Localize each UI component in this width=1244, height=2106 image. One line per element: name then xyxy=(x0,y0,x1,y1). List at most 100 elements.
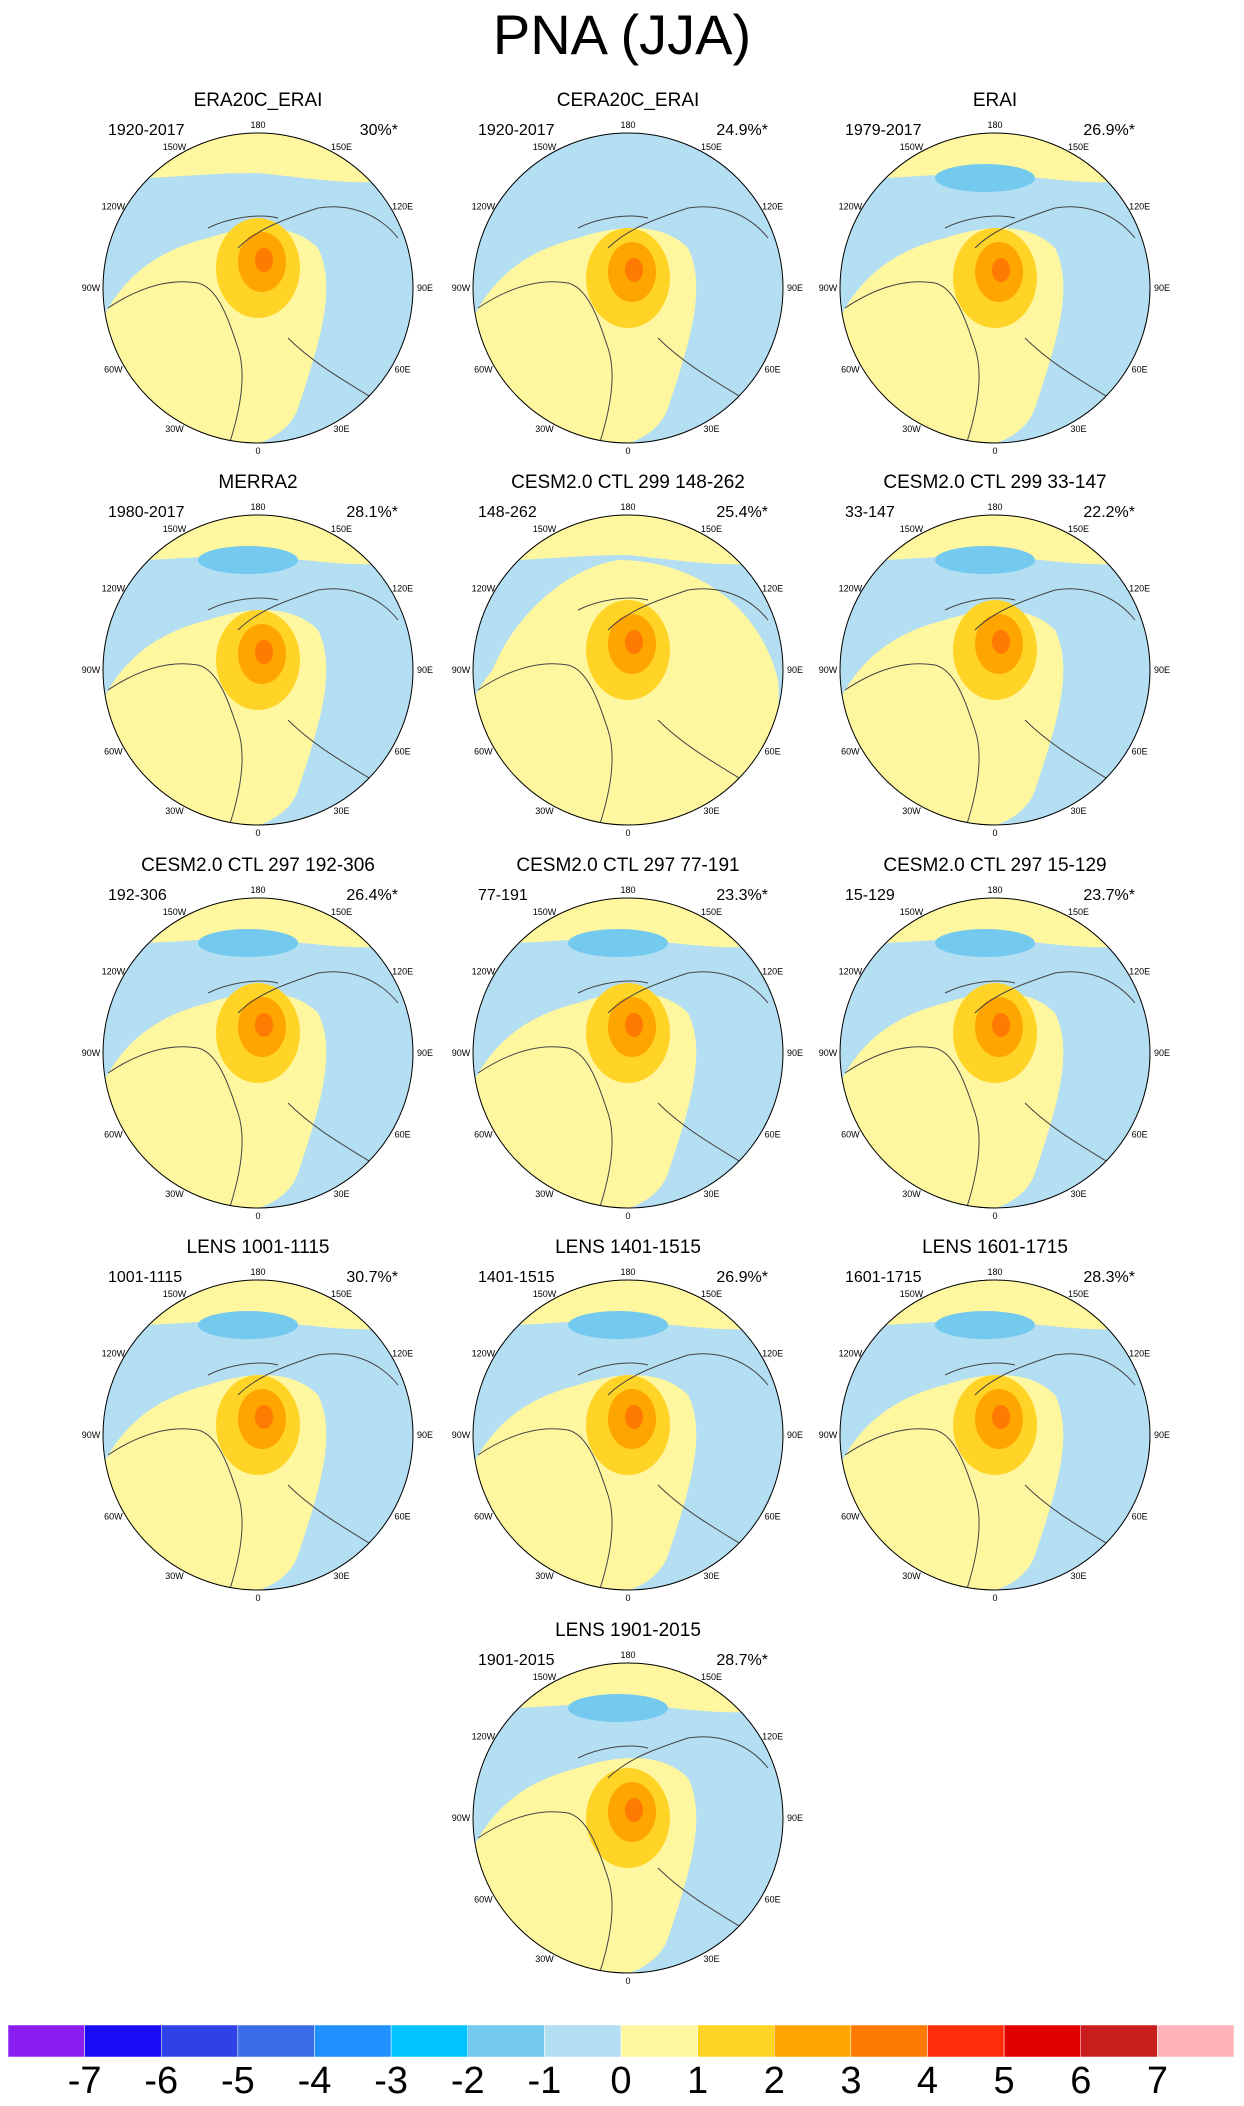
coastline xyxy=(237,206,399,249)
longitude-label: 30W xyxy=(902,806,921,816)
longitude-label: 0 xyxy=(625,1593,630,1603)
longitude-label: 90E xyxy=(417,1048,433,1058)
coastline xyxy=(844,1428,980,1590)
longitude-label: 150E xyxy=(701,1289,722,1299)
longitude-label: 120E xyxy=(762,967,783,977)
longitude-label: 60W xyxy=(474,747,493,757)
longitude-label: 0 xyxy=(625,446,630,456)
panel-period: 15-129 xyxy=(845,887,895,904)
longitude-label: 30E xyxy=(333,1189,349,1199)
longitude-label: 30E xyxy=(333,424,349,434)
panel-period: 33-147 xyxy=(845,504,895,521)
coastline xyxy=(577,1362,649,1376)
negative-anomaly-core xyxy=(198,546,298,574)
longitude-label: 120W xyxy=(102,967,126,977)
longitude-label: 150W xyxy=(163,1289,187,1299)
coastline xyxy=(107,1428,243,1590)
longitude-label: 0 xyxy=(255,828,260,838)
longitude-label: 150E xyxy=(1068,907,1089,917)
coastline xyxy=(107,663,243,825)
polar-map: 180 150E 120E 90E 60E 30E 0 30W 60W 90W 120W 150W xyxy=(452,502,803,838)
longitude-label: 90E xyxy=(417,1430,433,1440)
panel-period: 1920-2017 xyxy=(108,122,185,139)
longitude-label: 150E xyxy=(701,524,722,534)
panel-variance: 26.9%* xyxy=(716,1269,768,1286)
colorbar-tick-label: -7 xyxy=(67,2060,102,2102)
longitude-label: 30W xyxy=(902,1571,921,1581)
panel-title: ERAI xyxy=(972,90,1018,111)
longitude-label: 60W xyxy=(841,1512,860,1522)
negative-anomaly-core xyxy=(568,1311,668,1339)
panel-period: 192-306 xyxy=(108,887,167,904)
longitude-label: 120W xyxy=(839,584,863,594)
longitude-label: 180 xyxy=(620,1267,635,1277)
polar-map: 180 150E 120E 90E 60E 30E 0 30W 60W 90W 120W 150W xyxy=(82,120,433,456)
positive-anomaly-level4 xyxy=(992,1405,1010,1429)
longitude-label: 150E xyxy=(1068,524,1089,534)
map-border xyxy=(472,1662,784,1974)
longitude-label: 180 xyxy=(620,1650,635,1660)
longitude-label: 90W xyxy=(82,1430,101,1440)
longitude-label: 180 xyxy=(987,502,1002,512)
longitude-label: 150E xyxy=(331,142,352,152)
longitude-label: 150E xyxy=(701,1672,722,1682)
map-border xyxy=(472,897,784,1209)
longitude-label: 60W xyxy=(104,1512,123,1522)
panel-variance: 28.3%* xyxy=(1083,1269,1135,1286)
coastline xyxy=(107,281,243,443)
longitude-label: 90E xyxy=(1154,665,1170,675)
positive-anomaly-level4 xyxy=(255,1405,273,1429)
longitude-label: 30E xyxy=(333,806,349,816)
panel-variance: 26.4%* xyxy=(346,887,398,904)
longitude-label: 0 xyxy=(992,446,997,456)
longitude-label: 150W xyxy=(533,907,557,917)
coastline xyxy=(607,1353,769,1396)
map-border xyxy=(472,514,784,826)
longitude-label: 180 xyxy=(620,120,635,130)
longitude-label: 60W xyxy=(474,1895,493,1905)
longitude-label: 150W xyxy=(163,524,187,534)
longitude-label: 0 xyxy=(625,1976,630,1986)
panel-variance: 26.9%* xyxy=(1083,122,1135,139)
panel-period: 1001-1115 xyxy=(108,1269,183,1286)
polar-map: 180 150E 120E 90E 60E 30E 0 30W 60W 90W 120W 150W xyxy=(452,120,803,456)
map-panel: CESM2.0 CTL 299 148-262 148-262 25.4%* 180 1… xyxy=(452,472,803,852)
longitude-label: 150E xyxy=(701,142,722,152)
longitude-label: 60E xyxy=(395,365,411,375)
panel-title: ERA20C_ERAI xyxy=(193,90,323,111)
longitude-label: 0 xyxy=(625,828,630,838)
colorbar xyxy=(8,2025,1234,2057)
coastline xyxy=(974,1353,1136,1396)
coastline xyxy=(577,1745,649,1759)
colorbar-tick-label: 3 xyxy=(840,2060,862,2102)
longitude-label: 30W xyxy=(902,424,921,434)
coastline xyxy=(477,281,613,443)
coastline xyxy=(237,1353,399,1396)
coastline xyxy=(844,663,980,825)
positive-anomaly-level4 xyxy=(625,258,643,282)
negative-anomaly-core xyxy=(198,929,298,957)
colorbar-tick-label: -4 xyxy=(297,2060,332,2102)
polar-map: 180 150E 120E 90E 60E 30E 0 30W 60W 90W 120W 150W xyxy=(819,502,1170,838)
coastline xyxy=(974,971,1136,1014)
map-panel: CESM2.0 CTL 299 33-147 33-147 22.2%* 180 150… xyxy=(819,472,1170,852)
longitude-label: 150E xyxy=(331,524,352,534)
colorbar-tick-label: -1 xyxy=(527,2060,562,2102)
longitude-label: 30W xyxy=(535,1571,554,1581)
colorbar-swatch xyxy=(467,2025,545,2057)
longitude-label: 0 xyxy=(992,828,997,838)
positive-anomaly-level4 xyxy=(992,630,1010,654)
longitude-label: 90W xyxy=(452,665,471,675)
longitude-label: 30E xyxy=(703,424,719,434)
longitude-label: 150W xyxy=(163,142,187,152)
longitude-label: 60W xyxy=(474,1512,493,1522)
map-panel: LENS 1001-1115 1001-1115 30.7%* 180 150E 120E… xyxy=(82,1237,433,1617)
longitude-label: 60E xyxy=(1132,1512,1148,1522)
longitude-label: 90E xyxy=(787,1813,803,1823)
colorbar-tick-label: 4 xyxy=(916,2060,939,2102)
coastline xyxy=(944,215,1016,229)
coastline xyxy=(577,597,649,611)
panel-period: 77-191 xyxy=(478,887,528,904)
map-panel: LENS 1601-1715 1601-1715 28.3%* 180 150E 120E… xyxy=(819,1237,1170,1617)
coastline xyxy=(207,980,279,994)
